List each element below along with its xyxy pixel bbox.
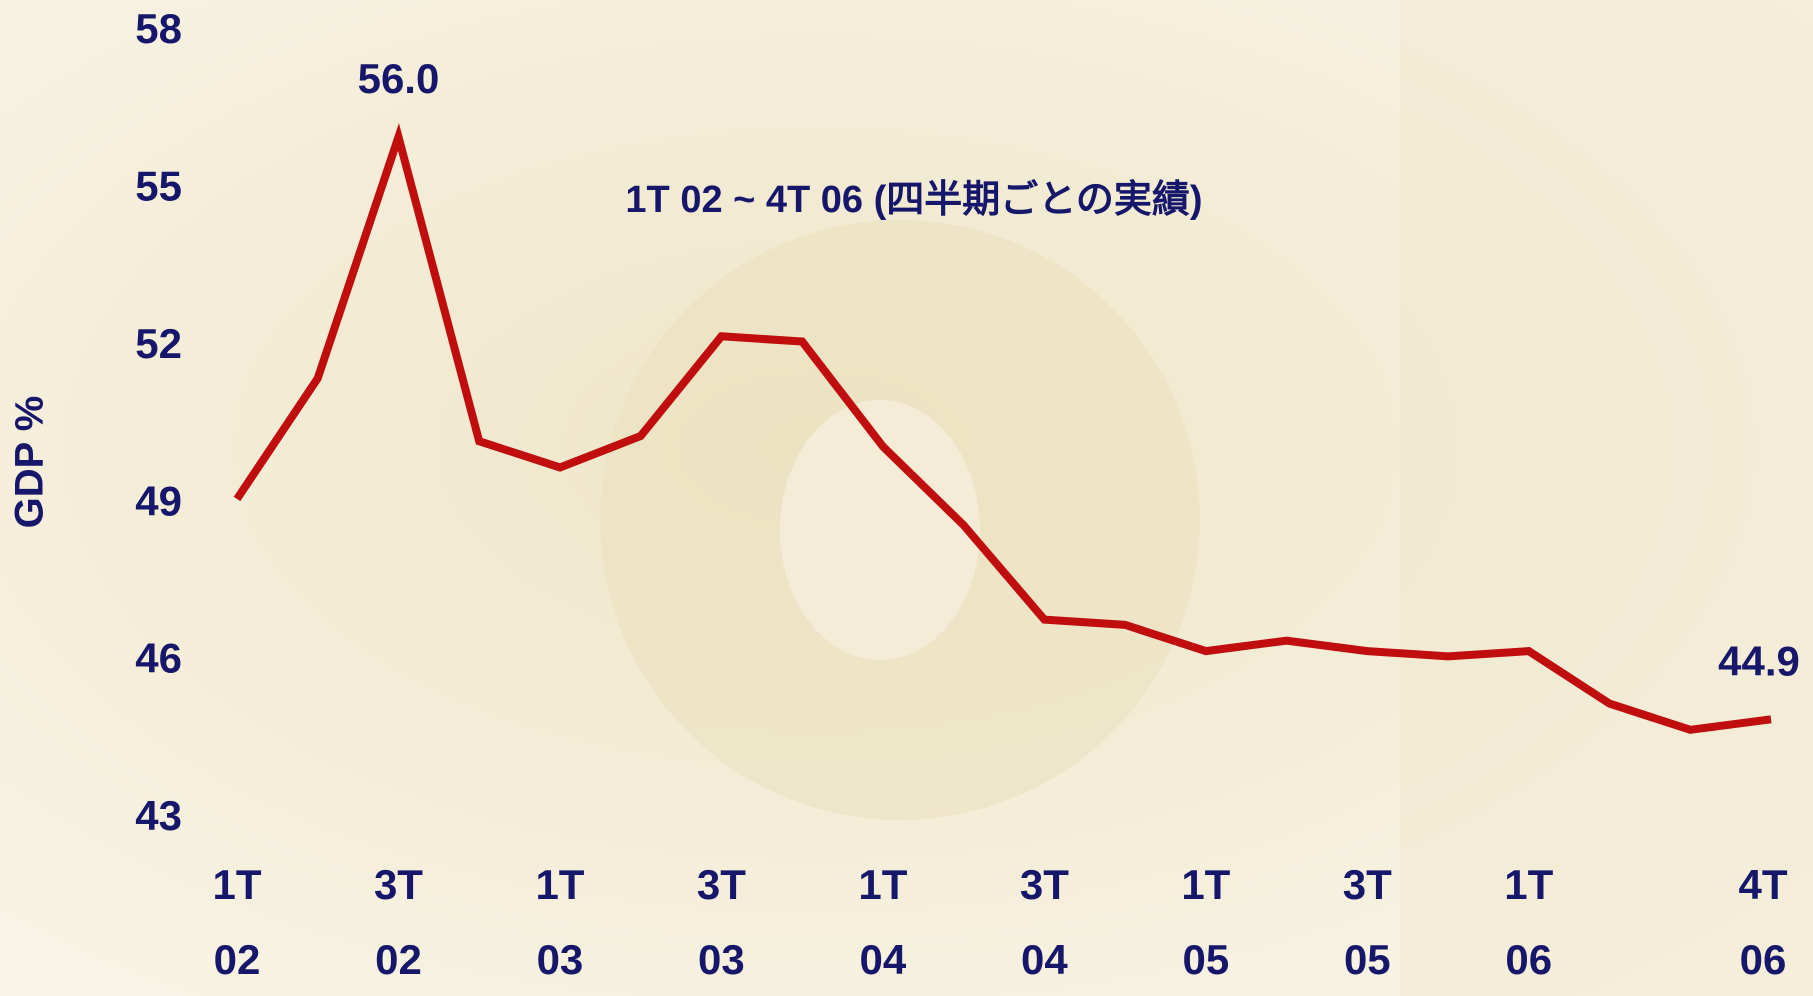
y-tick-label: 58 <box>135 5 182 52</box>
chart-subtitle: 1T 02 ~ 4T 06 (四半期ごとの実績) <box>625 179 1202 221</box>
x-tick-label: 04 <box>1021 936 1068 983</box>
x-tick-label: 3T <box>374 861 423 908</box>
y-tick-label: 52 <box>135 320 182 367</box>
y-axis-label: GDP % <box>8 396 52 529</box>
x-tick-label: 4T <box>1738 861 1787 908</box>
x-tick-label: 3T <box>1343 861 1392 908</box>
x-tick-label: 02 <box>214 936 261 983</box>
y-tick-label: 55 <box>135 162 182 209</box>
x-tick-label: 05 <box>1344 936 1391 983</box>
x-tick-label: 03 <box>698 936 745 983</box>
data-label: 56.0 <box>358 55 440 102</box>
x-tick-label: 1T <box>1504 861 1553 908</box>
x-tick-label: 03 <box>537 936 584 983</box>
chart: 1T 02 ~ 4T 06 (四半期ごとの実績) GDP % 43 46 49 52 5… <box>0 0 1813 996</box>
x-tick-label: 1T <box>858 861 907 908</box>
x-tick-label: 06 <box>1740 936 1787 983</box>
x-tick-label: 3T <box>697 861 746 908</box>
data-label: 44.9 <box>1718 637 1800 684</box>
y-tick-label: 46 <box>135 635 182 682</box>
y-tick-label: 43 <box>135 792 182 839</box>
x-tick-label: 1T <box>1181 861 1230 908</box>
x-tick-label: 05 <box>1182 936 1229 983</box>
x-tick-label: 3T <box>1020 861 1069 908</box>
background-decoration <box>1400 0 1813 996</box>
x-tick-label: 1T <box>212 861 261 908</box>
x-tick-label: 1T <box>535 861 584 908</box>
x-tick-label: 02 <box>375 936 422 983</box>
x-tick-label: 04 <box>860 936 907 983</box>
x-tick-label: 06 <box>1505 936 1552 983</box>
page: 1T 02 ~ 4T 06 (四半期ごとの実績) GDP % 43 46 49 52 5… <box>0 0 1813 996</box>
y-tick-label: 49 <box>135 477 182 524</box>
